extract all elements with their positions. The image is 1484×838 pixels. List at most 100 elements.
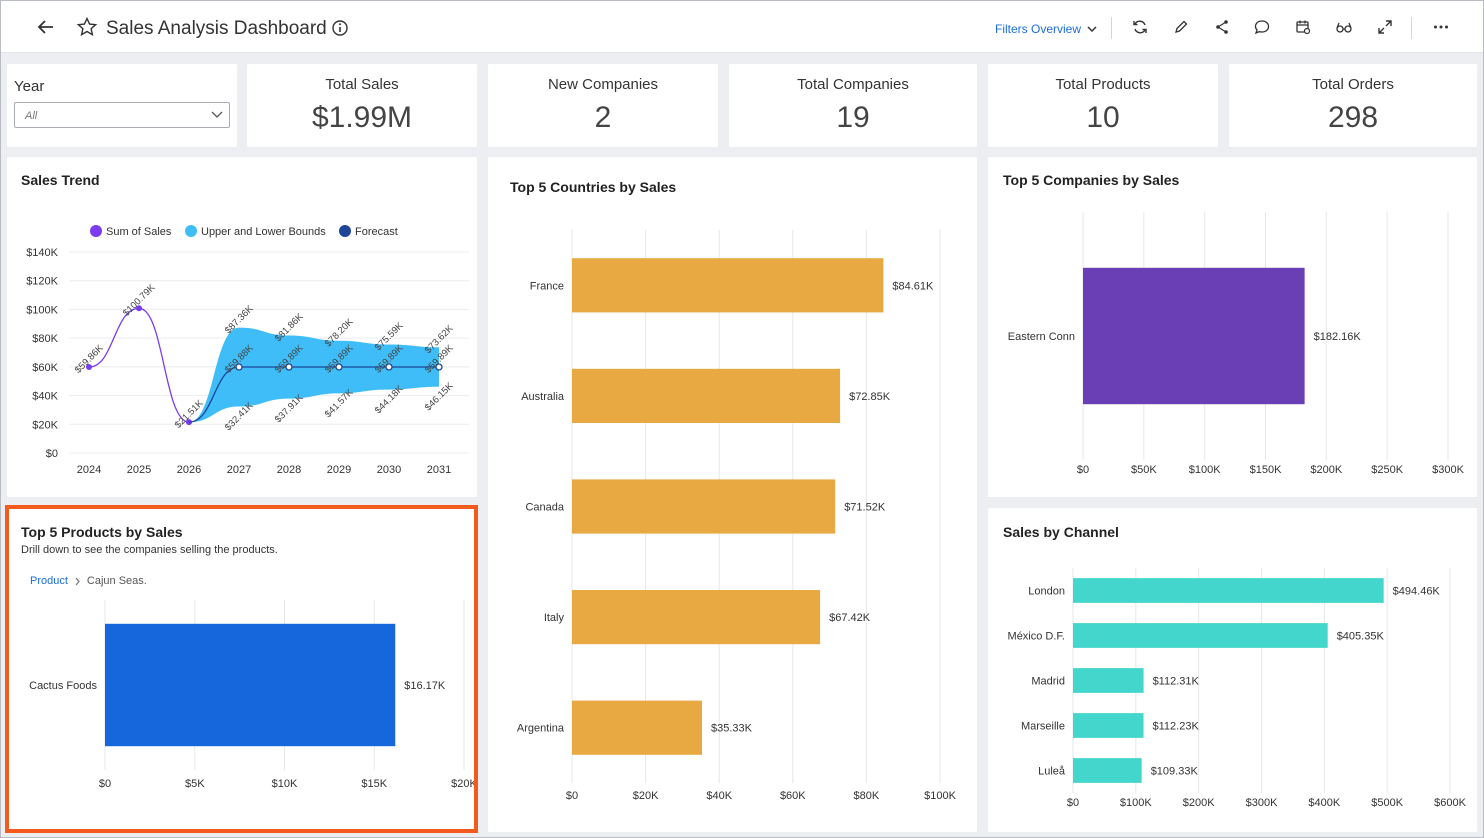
kpi-total-companies: Total Companies 19	[729, 64, 977, 147]
filters-overview-button[interactable]: Filters Overview	[995, 22, 1097, 36]
comment-icon[interactable]	[1253, 18, 1271, 36]
kpi-label: Total Orders	[1312, 76, 1394, 93]
y-tick-label: $100K	[26, 304, 58, 316]
data-label: $84.61K	[892, 280, 934, 292]
panel-title: Sales by Channel	[1003, 524, 1119, 540]
bar	[1073, 623, 1328, 648]
y-tick-label: $60K	[32, 362, 58, 374]
kpi-value: 10	[1086, 101, 1120, 134]
bar	[1073, 578, 1384, 603]
category-label: Italy	[544, 612, 565, 624]
x-tick-label: $600K	[1434, 797, 1466, 809]
data-label: $109.33K	[1151, 766, 1199, 778]
category-label: Cactus Foods	[29, 680, 97, 692]
legend-label: Forecast	[355, 226, 398, 238]
refresh-icon[interactable]	[1131, 18, 1149, 36]
forecast-point	[385, 363, 393, 371]
x-tick-label: $200K	[1183, 797, 1215, 809]
kpi-label: New Companies	[547, 76, 659, 93]
breadcrumb-current: Cajun Seas.	[86, 575, 147, 587]
kpi-total-orders: Total Orders 298	[1229, 64, 1477, 147]
data-label: $112.23K	[1153, 721, 1200, 733]
calendar-icon[interactable]	[1294, 18, 1312, 36]
data-label: $112.31K	[1153, 676, 1200, 688]
x-tick-label: 2029	[327, 464, 351, 476]
y-tick-label: $140K	[26, 247, 58, 259]
sales-channel-panel: Sales by Channel $0 $100K $200K $300K $400K $…	[988, 508, 1477, 832]
x-tick-label: $100K	[1120, 797, 1152, 809]
category-label: Eastern Conn	[1008, 331, 1075, 343]
data-label: $494.46K	[1393, 586, 1441, 598]
category-label: Argentina	[517, 723, 565, 735]
legend-marker	[90, 225, 102, 237]
y-tick-label: $40K	[32, 391, 58, 403]
x-tick-label: $60K	[780, 790, 806, 802]
toolbar-divider	[1411, 17, 1412, 39]
category-label: Australia	[521, 391, 565, 403]
glasses-icon[interactable]	[1335, 18, 1353, 36]
category-label: Canada	[525, 502, 564, 514]
category-label: Madrid	[1031, 676, 1065, 688]
x-tick-label: $300K	[1432, 464, 1464, 476]
data-label: $16.17K	[404, 680, 446, 692]
bar	[572, 700, 703, 755]
x-tick-label: $400K	[1308, 797, 1340, 809]
bar	[572, 368, 841, 423]
breadcrumb-root-link[interactable]: Product	[30, 575, 68, 587]
chevron-down-icon	[211, 111, 223, 118]
x-tick-label: 2026	[177, 464, 201, 476]
x-tick-label: 2028	[277, 464, 301, 476]
forecast-point	[285, 363, 293, 371]
top-companies-chart: $0 $50K $100K $150K $200K $250K $300K Eastern C…	[1008, 212, 1465, 476]
x-tick-label: $20K	[451, 778, 477, 790]
year-select[interactable]: All	[14, 102, 230, 128]
x-tick-label: 2027	[227, 464, 251, 476]
panel-title: Sales Trend	[21, 172, 100, 188]
legend-marker	[339, 225, 351, 237]
y-tick-label: $0	[46, 448, 58, 460]
top-countries-panel: Top 5 Countries by Sales $0 $20K $40K $60K $…	[488, 157, 977, 832]
year-select-value: All	[25, 110, 38, 122]
x-tick-label: 2024	[77, 464, 101, 476]
bar	[572, 479, 836, 534]
kpi-total-products: Total Products 10	[988, 64, 1218, 147]
forecast-point	[435, 363, 443, 371]
data-label: $67.42K	[829, 612, 871, 624]
category-label: London	[1028, 586, 1065, 598]
sales-point	[86, 364, 92, 371]
kpi-total-sales: Total Sales $1.99M	[247, 64, 477, 147]
legend-label: Sum of Sales	[106, 226, 172, 238]
info-icon[interactable]	[331, 19, 349, 37]
bounds-band	[189, 327, 439, 423]
sales-line	[88, 307, 190, 423]
more-icon[interactable]	[1432, 18, 1450, 36]
x-tick-label: 2025	[127, 464, 151, 476]
kpi-label: Total Products	[1055, 76, 1151, 93]
expand-icon[interactable]	[1376, 18, 1394, 36]
x-tick-label: $100K	[924, 790, 956, 802]
x-tick-label: $20K	[633, 790, 659, 802]
page-title: Sales Analysis Dashboard	[106, 18, 327, 39]
panel-title: Top 5 Countries by Sales	[510, 179, 677, 195]
y-tick-label: $80K	[32, 333, 58, 345]
kpi-value: 2	[594, 101, 612, 134]
kpi-label: Total Companies	[797, 76, 909, 93]
year-filter-panel: Year All	[7, 64, 237, 147]
data-label: $72.85K	[849, 391, 891, 403]
y-tick-label: $20K	[32, 419, 58, 431]
sales-trend-chart: $0 $20K $40K $60K $80K $100K $120K $140K 2024 202…	[26, 225, 469, 476]
sales-point	[136, 305, 142, 312]
legend-marker	[185, 225, 197, 237]
edit-icon[interactable]	[1172, 18, 1190, 36]
back-arrow-icon[interactable]	[35, 16, 57, 38]
x-tick-label: $300K	[1246, 797, 1278, 809]
share-icon[interactable]	[1213, 18, 1231, 36]
category-label: Marseille	[1021, 721, 1065, 733]
x-tick-label: $10K	[272, 778, 298, 790]
sales-channel-chart: $0 $100K $200K $300K $400K $500K $600K London $4…	[1008, 568, 1467, 809]
x-tick-label: $80K	[854, 790, 880, 802]
kpi-value: 298	[1327, 101, 1379, 134]
favorite-star-icon[interactable]	[76, 16, 98, 38]
kpi-label: Total Sales	[325, 76, 399, 93]
toolbar-divider	[1111, 17, 1112, 39]
